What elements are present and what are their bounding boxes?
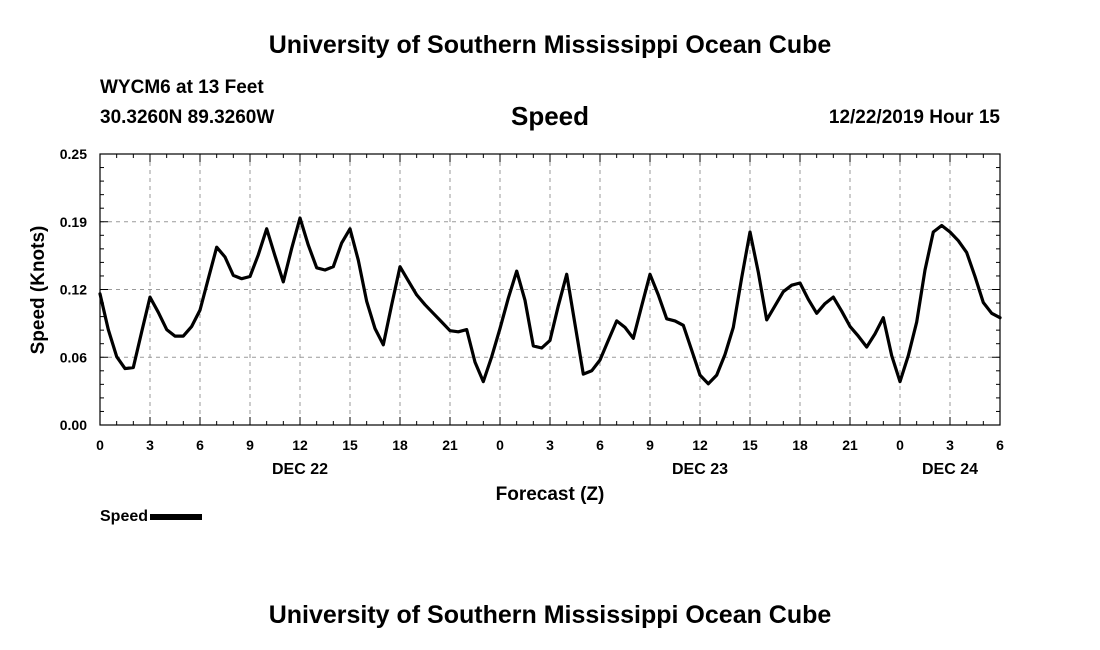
x-tick-label-12: 12	[692, 437, 708, 453]
x-tick-label-2: 6	[196, 437, 204, 453]
x-tick-label-8: 0	[496, 437, 504, 453]
x-axis-label: Forecast (Z)	[496, 484, 605, 505]
y-axis-ticks: 0.00 0.06 0.12 0.19 0.25	[60, 146, 1000, 433]
x-tick-label-16: 0	[896, 437, 904, 453]
station-label: WYCM6 at 13 Feet	[100, 77, 264, 98]
x-tick-label-18: 6	[996, 437, 1004, 453]
x-tick-label-15: 21	[842, 437, 858, 453]
x-tick-label-11: 9	[646, 437, 654, 453]
y-tick-label-4: 0.25	[60, 146, 87, 162]
x-axis-ticks: 0 3 6 9 12 15 18 21 0 3 6 9 12 15 18 21 0 3 6 DEC 22 DEC 23 D…	[96, 154, 1004, 478]
coordinates-label: 30.3260N 89.3260W	[100, 107, 275, 128]
forecast-datetime: 12/22/2019 Hour 15	[828, 107, 1000, 128]
legend: Speed	[100, 508, 203, 526]
series-line-speed	[98, 216, 1002, 386]
legend-swatch-speed	[150, 514, 203, 520]
chart-main-title: University of Southern Mississippi Ocean…	[268, 31, 832, 59]
y-tick-label-3: 0.19	[60, 214, 87, 230]
y-tick-label-0: 0.00	[60, 417, 87, 433]
x-tick-label-13: 15	[742, 437, 758, 453]
x-tick-label-6: 18	[392, 437, 408, 453]
chart-variable-title: Speed	[510, 101, 590, 131]
x-tick-label-7: 21	[442, 437, 458, 453]
x-tick-label-4: 12	[292, 437, 308, 453]
y-tick-label-2: 0.12	[60, 282, 87, 298]
chart-footer-title: University of Southern Mississippi Ocean…	[268, 601, 832, 629]
x-tick-label-5: 15	[342, 437, 358, 453]
legend-label-speed: Speed	[100, 508, 149, 525]
day-label-2: DEC 24	[922, 461, 978, 478]
x-tick-label-17: 3	[946, 437, 954, 453]
x-tick-label-3: 9	[246, 437, 254, 453]
x-tick-label-0: 0	[96, 437, 104, 453]
x-tick-label-14: 18	[792, 437, 808, 453]
x-tick-label-1: 3	[146, 437, 154, 453]
grid-lines	[100, 154, 1000, 425]
x-tick-label-10: 6	[596, 437, 604, 453]
day-label-0: DEC 22	[272, 461, 328, 478]
y-tick-label-1: 0.06	[60, 349, 87, 365]
day-label-1: DEC 23	[672, 461, 728, 478]
x-tick-label-9: 3	[546, 437, 554, 453]
series-layer	[98, 216, 1002, 386]
y-axis-label: Speed (Knots)	[28, 226, 49, 355]
